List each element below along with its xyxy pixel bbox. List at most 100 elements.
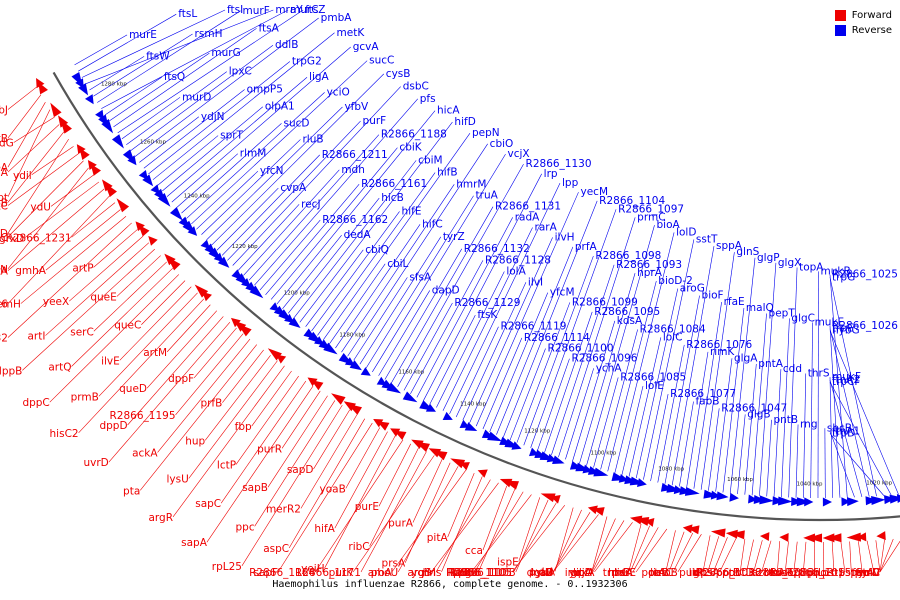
reverse-leader-line xyxy=(523,255,594,446)
forward-leader-line xyxy=(632,527,659,573)
forward-leader-line xyxy=(166,304,211,353)
reverse-leader-line xyxy=(397,163,524,387)
forward-gene-label: R2866_1231 xyxy=(6,232,72,244)
reverse-gene-label: ilvH xyxy=(555,231,575,243)
forward-feature xyxy=(138,224,150,237)
forward-leader-line xyxy=(784,541,789,573)
reverse-leader-line xyxy=(766,419,772,497)
forward-feature xyxy=(36,78,45,89)
forward-gene-label: trxB xyxy=(0,197,8,209)
forward-leader-line xyxy=(334,431,388,529)
reverse-gene-label: ftsW xyxy=(146,50,170,62)
reverse-leader-line xyxy=(744,363,757,495)
reverse-leader-line xyxy=(586,225,655,466)
forward-gene-label: ackA xyxy=(132,447,158,459)
reverse-leader-line xyxy=(829,433,885,496)
forward-feature xyxy=(104,182,117,197)
reverse-feature xyxy=(822,497,832,507)
reverse-leader-line xyxy=(579,273,636,464)
reverse-leader-line xyxy=(157,135,219,186)
reverse-leader-line xyxy=(496,246,574,435)
forward-leader-line xyxy=(7,160,84,238)
reverse-leader-line xyxy=(686,351,709,488)
forward-gene-label: artP xyxy=(72,262,93,274)
forward-leader-line xyxy=(127,316,224,426)
forward-feature xyxy=(237,323,252,337)
forward-gene-label: artQ xyxy=(48,361,71,373)
reverse-leader-line xyxy=(643,239,695,480)
forward-gene-label: queC xyxy=(114,320,141,332)
reverse-gene-label: lpxC xyxy=(229,66,252,78)
forward-leader-line xyxy=(254,400,336,527)
reverse-leader-line xyxy=(751,313,767,496)
forward-gene-label: yqiM xyxy=(411,567,436,579)
legend-forward: Forward xyxy=(834,8,892,23)
reverse-gene-label: yfcN xyxy=(260,165,284,177)
reverse-leader-line xyxy=(537,358,570,451)
reverse-leader-line xyxy=(829,330,899,495)
forward-gene-label: htrB xyxy=(608,567,630,579)
reverse-feature xyxy=(896,494,900,504)
reverse-gene-label: R2866_1119 xyxy=(500,321,566,333)
reverse-leader-line xyxy=(462,282,527,421)
reverse-gene-label: hifB xyxy=(437,167,457,179)
reverse-gene-label: cbiK xyxy=(399,142,422,154)
forward-leader-line xyxy=(447,472,475,538)
forward-feature xyxy=(876,531,886,541)
forward-leader-line xyxy=(220,380,307,504)
forward-leader-line xyxy=(7,131,65,203)
kbp-tick: 1180 kbp xyxy=(339,332,365,338)
forward-feature xyxy=(202,291,212,302)
forward-gene-label: R2866_1171 xyxy=(295,567,361,579)
reverse-leader-line xyxy=(206,106,343,241)
reverse-leader-line xyxy=(365,195,474,369)
reverse-gene-label: R2866_1047 xyxy=(721,402,787,414)
forward-leader-line xyxy=(235,375,299,465)
forward-gene-label: queE xyxy=(90,292,116,304)
forward-leader-line xyxy=(69,235,144,302)
reverse-leader-line xyxy=(693,302,722,489)
reverse-leader-line xyxy=(287,197,380,314)
forward-feature xyxy=(390,428,401,437)
forward-gene-label: aroA xyxy=(368,567,393,579)
reverse-gene-label: ychA xyxy=(596,362,623,374)
forward-leader-line xyxy=(345,427,381,489)
forward-gene-label: lctP xyxy=(217,459,236,471)
reverse-leader-line xyxy=(410,260,484,395)
forward-feature xyxy=(846,532,862,542)
forward-leader-line xyxy=(668,531,685,573)
kbp-tick: 1100 kbp xyxy=(590,450,616,456)
forward-leader-line xyxy=(23,181,100,239)
reverse-leader-line xyxy=(181,123,282,214)
forward-gene-label: cmoB xyxy=(648,567,678,579)
forward-gene-label: grxA xyxy=(570,567,595,579)
forward-gene-label: R2866_1195 xyxy=(110,410,176,422)
reverse-feature xyxy=(84,94,94,105)
forward-gene-label: potD xyxy=(728,567,753,579)
kbp-tick: 1040 kbp xyxy=(797,482,823,488)
forward-leader-line xyxy=(369,447,419,547)
reverse-gene-label: R2866_1188 xyxy=(381,129,447,141)
reverse-feature xyxy=(710,490,721,500)
forward-leader-line xyxy=(672,532,694,573)
reverse-feature xyxy=(464,422,478,431)
forward-leader-line xyxy=(175,333,244,416)
reverse-gene-label: trpD xyxy=(832,427,855,439)
forward-leader-line xyxy=(7,94,42,139)
forward-leader-line xyxy=(879,538,894,573)
reverse-gene-label: pntA xyxy=(758,358,783,370)
forward-leader-line xyxy=(482,485,508,551)
forward-gene-label: pheA xyxy=(0,162,9,174)
reverse-gene-label: ftsL xyxy=(178,8,197,20)
reverse-leader-line xyxy=(232,86,401,266)
forward-leader-line xyxy=(677,534,702,573)
forward-leader-line xyxy=(206,385,314,543)
reverse-feature xyxy=(78,83,89,96)
forward-gene-label: argS xyxy=(407,567,431,579)
kbp-tick: 1220 kbp xyxy=(232,244,258,250)
reverse-leader-line xyxy=(829,377,833,498)
forward-gene-label: ppc xyxy=(236,521,255,533)
forward-leader-line xyxy=(719,537,737,573)
reverse-gene-label: lolD xyxy=(676,226,696,238)
forward-feature xyxy=(79,147,90,160)
